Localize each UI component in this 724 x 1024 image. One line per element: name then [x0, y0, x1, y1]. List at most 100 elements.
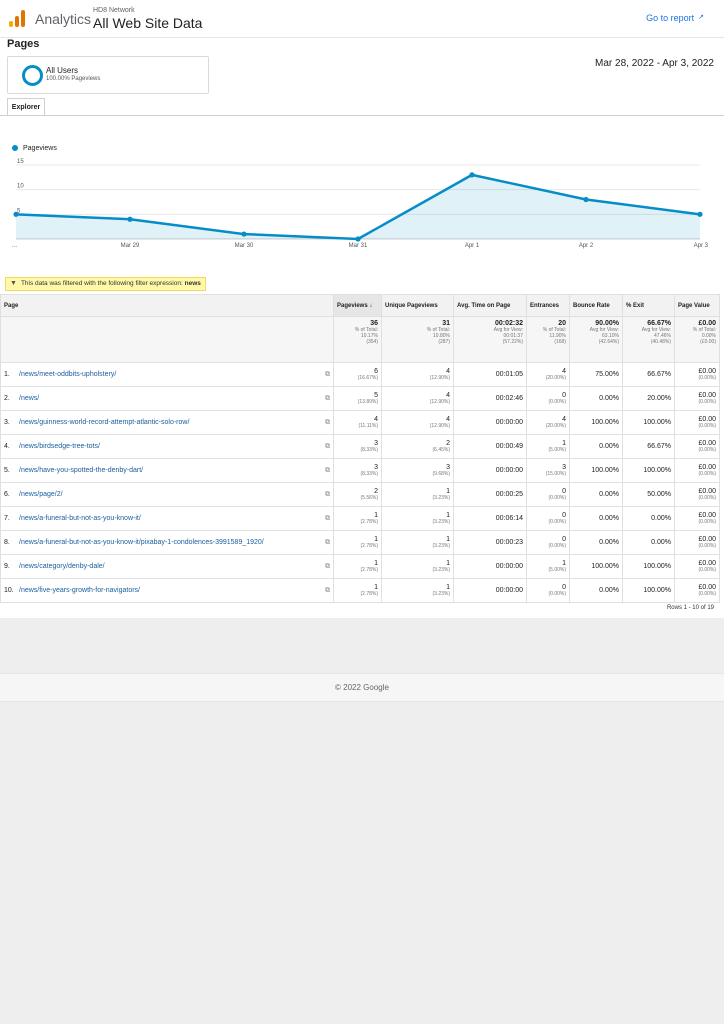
page-link[interactable]: /news/: [19, 394, 40, 402]
open-in-new-icon[interactable]: ⧉: [325, 538, 330, 546]
col-header-page-value[interactable]: Page Value: [674, 294, 720, 317]
total-l3: (168): [554, 339, 566, 345]
page-link[interactable]: /news/page/2/: [19, 490, 63, 498]
unique-pageviews-value: 1: [446, 560, 450, 567]
total-value: 31: [442, 320, 450, 327]
unique-pageviews-value: 1: [446, 512, 450, 519]
avg-time-value: 00:01:05: [495, 371, 523, 378]
page-value-value: £0.00: [698, 488, 716, 495]
col-header-bounce-rate[interactable]: Bounce Rate: [569, 294, 623, 317]
table-row: 6./news/page/2/⧉ 2 (5.56%) 1 (3.23%) 00:00:25…: [0, 482, 720, 507]
bounce-rate-cell: 100.00%: [569, 458, 623, 483]
bounce-rate-cell: 0.00%: [569, 434, 623, 459]
tab-explorer[interactable]: Explorer: [7, 98, 45, 116]
open-in-new-icon[interactable]: ⧉: [325, 586, 330, 594]
unique-pageviews-cell: 4 (12.90%): [381, 410, 454, 435]
bounce-rate-value: 0.00%: [599, 587, 619, 594]
row-number: 2.: [4, 394, 10, 402]
total-value: 36: [370, 320, 378, 327]
avg-time-value: 00:00:00: [495, 563, 523, 570]
arrow-down-icon: ↓: [369, 302, 373, 309]
total-unique-pageviews: 31% of Total: 10.80% (287): [381, 316, 454, 363]
pageviews-cell: 3 (8.33%): [333, 434, 382, 459]
entrances-value: 0: [562, 584, 566, 591]
open-in-new-icon[interactable]: ⧉: [325, 466, 330, 474]
page-value-value: £0.00: [698, 584, 716, 591]
y-tick-label: 15: [17, 159, 24, 165]
pageviews-area: [16, 174, 700, 239]
open-in-new-icon[interactable]: ⧉: [325, 562, 330, 570]
pageviews-value: 1: [374, 512, 378, 519]
col-header-exit[interactable]: % Exit: [622, 294, 675, 317]
entrances-value: 1: [562, 560, 566, 567]
network-name[interactable]: HD8 Network: [93, 7, 135, 14]
date-range-picker[interactable]: Mar 28, 2022 - Apr 3, 2022: [595, 58, 714, 69]
page-value-value: £0.00: [698, 464, 716, 471]
open-in-new-icon[interactable]: ⧉: [325, 394, 330, 402]
pageviews-cell: 5 (13.89%): [333, 386, 382, 411]
entrances-cell: 0 (0.00%): [526, 578, 570, 603]
pageviews-value: 2: [374, 488, 378, 495]
col-header-unique-pageviews[interactable]: Unique Pageviews: [381, 294, 454, 317]
exit-cell: 0.00%: [622, 530, 675, 555]
pageviews-percent: (16.67%): [357, 375, 378, 381]
open-in-new-icon[interactable]: ⧉: [325, 490, 330, 498]
col-header-page[interactable]: Page: [0, 294, 334, 317]
external-link-icon: ↗: [698, 14, 704, 21]
unique-pageviews-value: 3: [446, 464, 450, 471]
avg-time-value: 00:00:00: [495, 419, 523, 426]
analytics-logo[interactable]: [9, 10, 25, 27]
avg-time-cell: 00:00:23: [453, 530, 527, 555]
row-number: 9.: [4, 562, 10, 570]
entrances-cell: 4 (20.00%): [526, 410, 570, 435]
page-value-percent: (0.00%): [698, 567, 716, 573]
pageviews-value: 1: [374, 536, 378, 543]
property-selector[interactable]: All Web Site Data: [93, 15, 203, 31]
page-value-cell: £0.00 (0.00%): [674, 410, 720, 435]
chart-legend[interactable]: Pageviews: [12, 145, 57, 152]
col-header-entrances[interactable]: Entrances: [526, 294, 570, 317]
entrances-percent: (0.00%): [548, 519, 566, 525]
pageviews-cell: 1 (2.78%): [333, 554, 382, 579]
app-name[interactable]: Analytics: [35, 11, 92, 27]
row-number: 6.: [4, 490, 10, 498]
open-in-new-icon[interactable]: ⧉: [325, 514, 330, 522]
col-header-avg-time[interactable]: Avg. Time on Page: [453, 294, 527, 317]
total-l2: 00:01:37: [503, 333, 523, 339]
total-l2: 47.46%: [654, 333, 671, 339]
go-to-report-link[interactable]: Go to report ↗: [646, 13, 704, 23]
open-in-new-icon[interactable]: ⧉: [325, 442, 330, 450]
page-link[interactable]: /news/five-years-growth-for-navigators/: [19, 586, 140, 594]
page-link[interactable]: /news/category/denby-dale/: [19, 562, 105, 570]
total-l1: % of Total:: [542, 327, 566, 333]
col-header-pageviews[interactable]: Pageviews ↓: [333, 294, 382, 317]
exit-value: 100.00%: [643, 467, 671, 474]
exit-value: 100.00%: [643, 419, 671, 426]
open-in-new-icon[interactable]: ⧉: [325, 418, 330, 426]
page-value-value: £0.00: [698, 440, 716, 447]
bounce-rate-cell: 0.00%: [569, 530, 623, 555]
pageviews-value: 5: [374, 392, 378, 399]
x-tick-label: Apr 1: [465, 243, 480, 249]
page-link[interactable]: /news/have-you-spotted-the-denby-dart/: [19, 466, 144, 474]
open-in-new-icon[interactable]: ⧉: [325, 370, 330, 378]
total-l3: (57.22%): [502, 339, 523, 345]
avg-time-value: 00:00:00: [495, 467, 523, 474]
page-link[interactable]: /news/a-funeral-but-not-as-you-know-it/: [19, 514, 141, 522]
page-link[interactable]: /news/birdsedge-tree-tots/: [19, 442, 100, 450]
page-link[interactable]: /news/meet-oddbits-upholstery/: [19, 370, 117, 378]
total-bounce-rate: 90.00% Avg for View: 63.10% (42.64%): [569, 316, 623, 363]
unique-pageviews-cell: 1 (3.23%): [381, 482, 454, 507]
avg-time-value: 00:00:49: [495, 443, 523, 450]
exit-cell: 100.00%: [622, 554, 675, 579]
total-l2: 11.90%: [549, 333, 566, 339]
unique-pageviews-value: 4: [446, 392, 450, 399]
segment-card-all-users[interactable]: All Users 100.00% Pageviews: [7, 56, 209, 94]
page-link[interactable]: /news/a-funeral-but-not-as-you-know-it/p…: [19, 538, 264, 546]
exit-value: 66.67%: [647, 371, 671, 378]
bounce-rate-value: 100.00%: [591, 419, 619, 426]
page-link[interactable]: /news/guinness-world-record-attempt-atla…: [19, 418, 190, 426]
page-value-cell: £0.00 (0.00%): [674, 554, 720, 579]
entrances-percent: (0.00%): [548, 591, 566, 597]
